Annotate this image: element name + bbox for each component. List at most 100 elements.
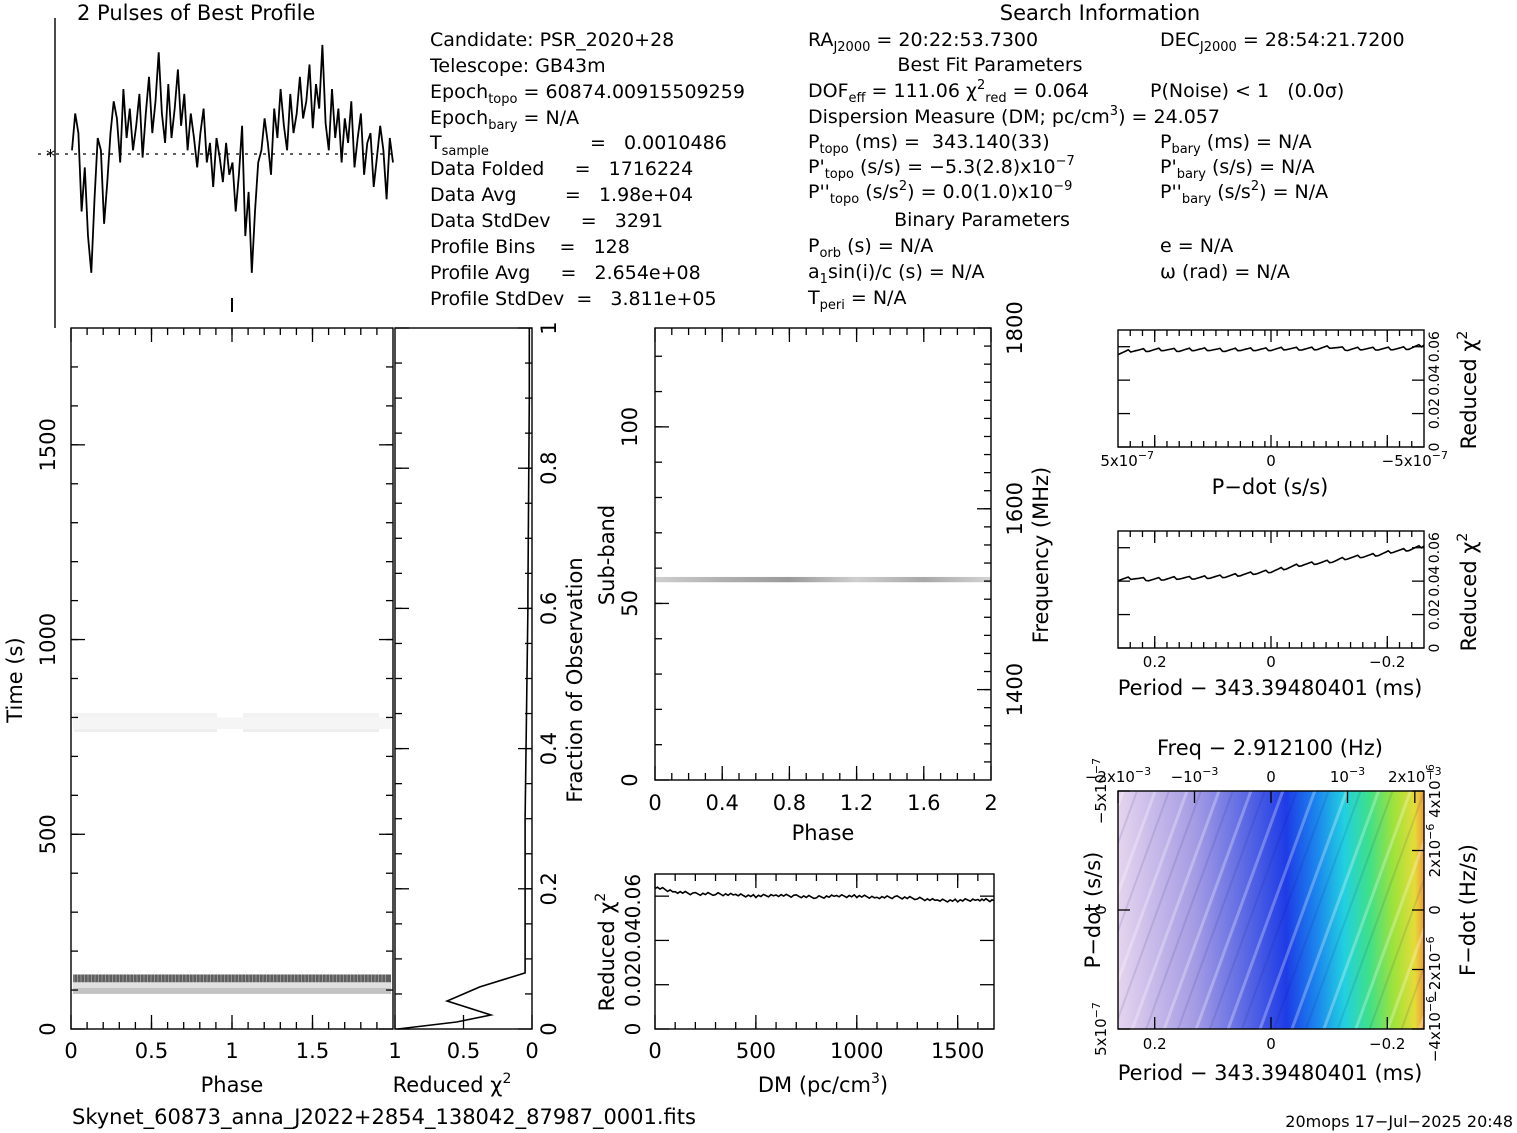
ppd-toptick-label: 10−3: [1330, 765, 1365, 786]
info-dec: DECJ2000 = 28:54:21.7200: [1160, 29, 1405, 55]
time-phase-band-3: [73, 717, 391, 730]
chi2-fraction-frame: [394, 327, 533, 1030]
ppd-y2tick-label: 2x10−6: [1424, 824, 1444, 878]
pdot-chi2-frame: [1117, 329, 1425, 448]
subband-xtick-label: 2: [984, 791, 997, 815]
period-chi2-ylabel-text: Reduced χ: [1457, 542, 1481, 652]
time-phase-xtick-label: 0.5: [135, 1039, 168, 1063]
ppd-toptick-label: 0: [1266, 768, 1276, 786]
chi2-fraction-xlabel: Reduced χ2: [393, 1071, 512, 1097]
dm-chi2-xlabel: DM (pc/cm3): [758, 1071, 888, 1097]
period-chi2-frame: [1117, 530, 1425, 649]
period-chi2-ytick-label: 0: [1427, 644, 1443, 653]
pdot-chi2-xtick-label: 0: [1266, 452, 1276, 470]
info-block: Candidate: PSR_2020+28 Telescope: GB43m …: [429, 1, 1405, 313]
period-chi2-xtick-label: −0.2: [1369, 653, 1405, 671]
chi2-fraction-ytick-label: 0.2: [537, 872, 561, 905]
time-phase-panel: 0 0.5 1 1.5 0 500 1000 1500 Phase Time (s): [3, 327, 394, 1097]
info-tsample-val: = 0.0010486: [590, 132, 727, 154]
info-epoch-bary-val: = N/A: [524, 107, 580, 129]
info-a1sini: a1sin(i)/c (s) = N/A: [808, 261, 984, 287]
chi2-fraction-ticks: 1 0.5 0 0 0.2 0.4 0.6 0.8 1: [388, 321, 561, 1063]
dm-chi2-frame: [654, 873, 995, 1030]
chi2-fraction-xtick-label: 0: [525, 1039, 538, 1063]
info-pdd-bary: P''bary (s/s2) = N/A: [1160, 179, 1328, 207]
time-phase-ytick-label: 500: [36, 814, 60, 854]
period-pdot-ticks: 0.2 0 −0.2 −2x10−3 −10−3 0 10−3 2x10−3 5x10−7 0 −5…: [1085, 758, 1444, 1062]
period-chi2-xlabel: Period − 343.39480401 (ms): [1118, 676, 1423, 700]
chi2-fraction-xtick-label: 1: [388, 1039, 401, 1063]
period-chi2-ticks: 0.2 0 −0.2 0 0.02 0.04 0.06: [1118, 531, 1443, 671]
subband-phase-bg: [655, 328, 991, 780]
pdot-chi2-panel: 5x10−7 0 −5x10−700.020.040.06 P−dot (s/s) …: [1100, 329, 1481, 499]
info-profile-avg: Profile Avg = 2.654e+08: [430, 262, 701, 284]
period-pdot-ylabel: P−dot (s/s): [1081, 852, 1105, 969]
chi2-fraction-ytick-label: 0.8: [537, 451, 561, 484]
subband-xtick-label: 0: [648, 791, 661, 815]
time-phase-ytick-label: 1500: [36, 418, 60, 471]
subband-xtick-label: 1.6: [907, 791, 940, 815]
pdot-chi2-ytick-label: 0.02: [1427, 398, 1443, 429]
subband-bright-band: [655, 576, 991, 583]
subband-xtick-label: 1.2: [840, 791, 873, 815]
time-phase-band-1: [73, 982, 391, 988]
chi2-fraction-line: [397, 328, 531, 1030]
period-chi2-ytick-label: 0.02: [1427, 599, 1443, 630]
subband-y2tick-label: 1800: [1003, 301, 1027, 354]
subband-xtick-label: 0.8: [773, 791, 806, 815]
info-pd-bary-val: (s/s) = N/A: [1212, 156, 1315, 178]
pdot-chi2-ylabel-text: Reduced χ: [1457, 340, 1481, 450]
info-epoch-topo: Epochtopo = 60874.00915509259: [430, 81, 745, 107]
pdot-chi2-line: [1117, 343, 1425, 356]
info-telescope: Telescope: GB43m: [429, 55, 606, 77]
period-chi2-panel: 0.2 0 −0.2 0 0.02 0.04 0.06 Period − 343.39480…: [1117, 530, 1481, 700]
info-pd-topo: P'topo (s/s) = −5.3(2.8)x10−7: [808, 154, 1075, 182]
info-pdd-topo: P''topo (s/s2) = 0.0(1.0)x10−9: [808, 179, 1072, 207]
time-phase-band-2: [73, 974, 391, 983]
time-phase-xlabel: Phase: [201, 1073, 264, 1097]
info-candidate: Candidate: PSR_2020+28: [430, 29, 674, 51]
subband-phase-xlabel: Phase: [792, 821, 855, 845]
period-chi2-ytick-label: 0.04: [1427, 565, 1443, 596]
info-pdd-bary-label: (s/s: [1217, 181, 1251, 203]
info-chi-red-val: = 0.064: [1013, 80, 1089, 102]
info-pdd-bary-val: ) = N/A: [1259, 181, 1328, 203]
dm-ytick-label: 0: [621, 1023, 645, 1036]
ppd-y2tick-label: −4x10−6: [1424, 996, 1444, 1062]
info-pd-topo-val: (s/s) = −5.3(2.8)x10: [860, 156, 1056, 178]
info-data-folded: Data Folded = 1716224: [430, 158, 693, 180]
info-data-stddev: Data StdDev = 3291: [430, 210, 663, 232]
pdot-chi2-xtick-label: −5x10−7: [1382, 449, 1448, 470]
info-dof: DOFeff = 111.06 χ2red = 0.064: [808, 78, 1089, 106]
info-p-orb-val: (s) = N/A: [847, 235, 933, 257]
subband-ytick-label: 50: [618, 590, 642, 617]
dm-chi2-ylabel-text: Reduced χ: [595, 902, 619, 1012]
subband-phase-ticks: 0 0.4 0.8 1.2 1.6 2 0 50 100 1400 1600 1800: [618, 301, 1027, 815]
info-t-peri-val: = N/A: [851, 287, 907, 309]
chi2-fraction-xtick-label: 0.5: [447, 1039, 480, 1063]
ppd-ytick-label: 0: [1092, 905, 1110, 915]
ppd-ytick-label: 5x10−7: [1090, 1002, 1110, 1056]
period-pdot-y2label: F−dot (Hz/s): [1456, 844, 1480, 976]
period-pdot-texture: [1118, 791, 1424, 1029]
info-epoch-topo-val: = 60874.00915509259: [524, 81, 745, 103]
period-pdot-title: Freq − 2.912100 (Hz): [1157, 736, 1383, 760]
dm-chi2-panel: 0 500 1000 1500 0 0.020.040.06 DM (pc/cm3) Re…: [593, 873, 995, 1097]
dm-ytick-label: 0.02: [621, 962, 645, 1007]
period-chi2-ytick-label: 0.06: [1427, 532, 1443, 563]
info-p-bary: Pbary (ms) = N/A: [1160, 131, 1312, 157]
dm-chi2-ticks: 0 500 1000 1500 0 0.020.040.06: [621, 874, 994, 1063]
ppd-y2tick-label: 4x10−6: [1424, 764, 1444, 818]
chi2-fraction-ytick-label: 0: [537, 1022, 561, 1035]
dm-xtick-label: 1000: [830, 1039, 883, 1063]
chi2-fraction-xlabel-text: Reduced χ: [393, 1073, 503, 1097]
subband-ytick-label: 0: [618, 773, 642, 786]
info-omega: ω (rad) = N/A: [1160, 261, 1290, 283]
info-ra: RAJ2000 = 20:22:53.7300: [808, 29, 1038, 55]
info-data-avg: Data Avg = 1.98e+04: [430, 184, 693, 206]
search-title: Search Information: [1000, 1, 1200, 25]
period-pdot-xlabel: Period − 343.39480401 (ms): [1118, 1061, 1423, 1085]
info-p-orb: Porb (s) = N/A: [808, 235, 933, 261]
ppd-xtick-label: −0.2: [1369, 1035, 1405, 1053]
